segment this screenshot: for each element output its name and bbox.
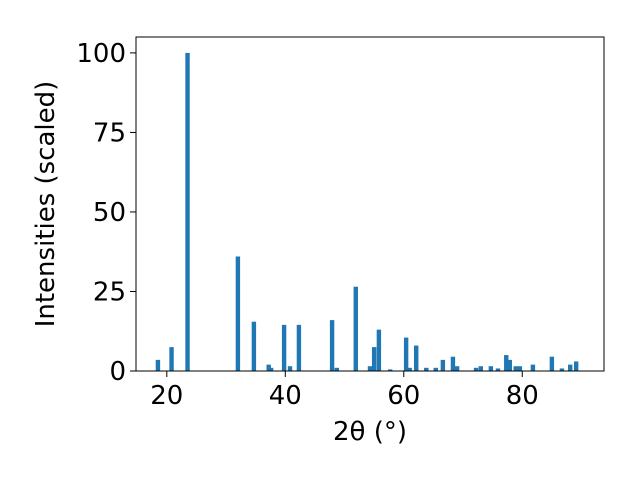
y-tick-label: 25 [93, 277, 126, 307]
bar [559, 368, 565, 371]
bar [334, 367, 340, 371]
bar [376, 329, 382, 371]
x-axis-label: 2θ (°) [333, 417, 407, 447]
bar [268, 367, 274, 371]
y-axis-label: Intensities (scaled) [31, 81, 61, 328]
bar [433, 367, 438, 371]
bar [266, 364, 271, 371]
plot-frame [135, 36, 605, 372]
x-tick-label: 20 [150, 381, 183, 411]
x-tick-label: 60 [387, 381, 420, 411]
bar [488, 366, 494, 371]
bar [251, 321, 257, 371]
bar [185, 52, 190, 372]
bar [478, 366, 483, 371]
y-tick-label: 0 [109, 357, 126, 387]
y-tick-label: 75 [93, 118, 126, 148]
bar [507, 359, 513, 371]
bar [530, 364, 536, 371]
bar [504, 355, 509, 371]
y-tick-label: 100 [76, 39, 126, 69]
bar [513, 366, 518, 371]
bar [287, 366, 293, 371]
bar [495, 368, 501, 371]
bar [169, 347, 174, 371]
bar [407, 367, 412, 371]
bar [367, 366, 373, 371]
x-tick-label: 40 [269, 381, 302, 411]
bar [403, 337, 409, 371]
bar [155, 359, 161, 371]
bar [549, 356, 555, 371]
bar [450, 356, 456, 371]
bar [440, 359, 446, 371]
bar [473, 367, 479, 371]
bar [281, 324, 287, 371]
bar [371, 347, 377, 371]
x-tick-label: 80 [506, 381, 539, 411]
bar [568, 364, 573, 371]
bar [414, 345, 419, 371]
bar [353, 286, 358, 371]
bar [517, 366, 523, 371]
bar [424, 367, 429, 371]
y-tick-label: 50 [93, 198, 126, 228]
bar [296, 324, 302, 371]
bar [387, 369, 393, 371]
bar [235, 256, 241, 371]
bar [573, 361, 579, 371]
bar [329, 320, 335, 371]
bar [454, 366, 460, 371]
